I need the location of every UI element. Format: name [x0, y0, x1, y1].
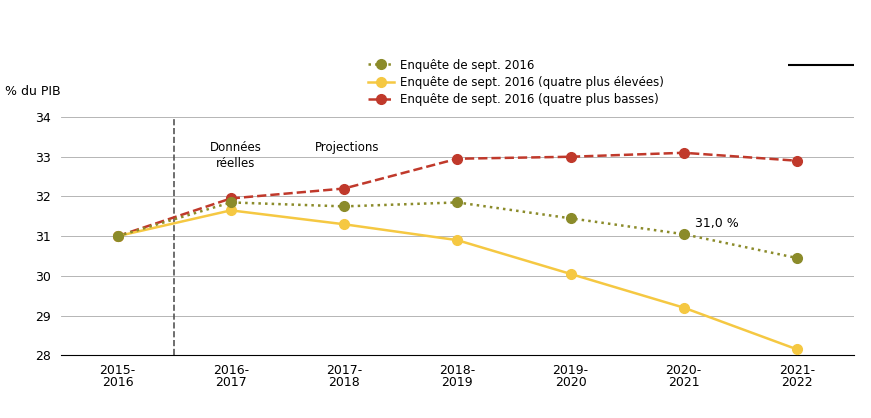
Text: Données
réelles: Données réelles [209, 141, 261, 170]
Text: % du PIB: % du PIB [5, 85, 61, 98]
Legend: Enquête de sept. 2016, Enquête de sept. 2016 (quatre plus élevées), Enquête de s: Enquête de sept. 2016, Enquête de sept. … [368, 59, 664, 106]
Text: 31,0 %: 31,0 % [695, 217, 739, 230]
Text: Projections: Projections [314, 141, 379, 154]
